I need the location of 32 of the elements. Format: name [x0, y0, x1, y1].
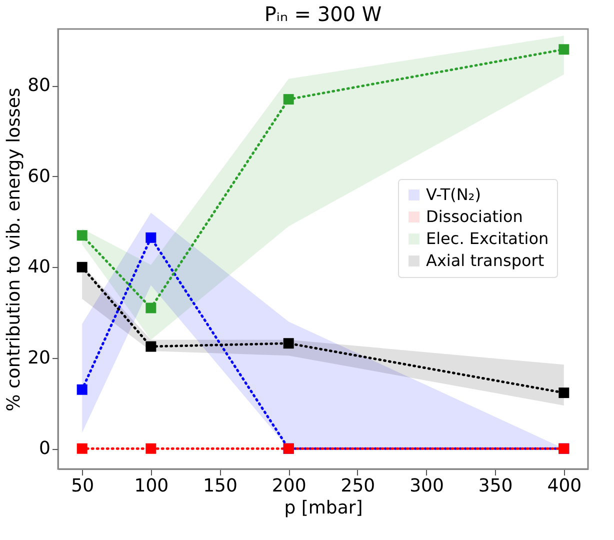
point — [558, 44, 570, 55]
y-tick-label: 0 — [39, 438, 50, 460]
x-tick-label: 250 — [340, 476, 376, 496]
x-tick-label: 50 — [71, 476, 94, 496]
legend-label: V-T(N₂) — [426, 185, 481, 204]
point — [146, 232, 156, 243]
point — [76, 230, 88, 241]
point — [76, 384, 88, 395]
x-tick-label: 300 — [410, 476, 444, 496]
legend-label: Axial transport — [426, 251, 544, 270]
chart-title: Pᵢₙ = 300 W — [264, 2, 382, 26]
point — [283, 94, 294, 105]
x-tick-label: 100 — [134, 476, 169, 496]
point — [283, 338, 294, 349]
point — [146, 302, 156, 314]
point — [76, 262, 88, 272]
y-tick-label: 20 — [28, 347, 50, 368]
y-tick-label: 40 — [28, 256, 50, 278]
x-axis-title: p [mbar] — [284, 498, 363, 518]
point — [146, 341, 156, 352]
x-tick-label: 200 — [272, 476, 306, 496]
point — [558, 388, 570, 398]
point — [76, 443, 88, 454]
y-tick-label: 60 — [28, 166, 50, 187]
x-tick-label: 150 — [203, 476, 238, 496]
y-tick-label: 80 — [28, 75, 50, 96]
point — [146, 443, 156, 454]
x-tick-label: 400 — [547, 476, 582, 496]
legend-label: Dissociation — [426, 207, 523, 226]
x-tick-label: 350 — [478, 476, 513, 496]
y-axis-title: % contribution to vib. energy losses — [4, 88, 25, 412]
legend-label: Elec. Excitation — [426, 229, 549, 248]
